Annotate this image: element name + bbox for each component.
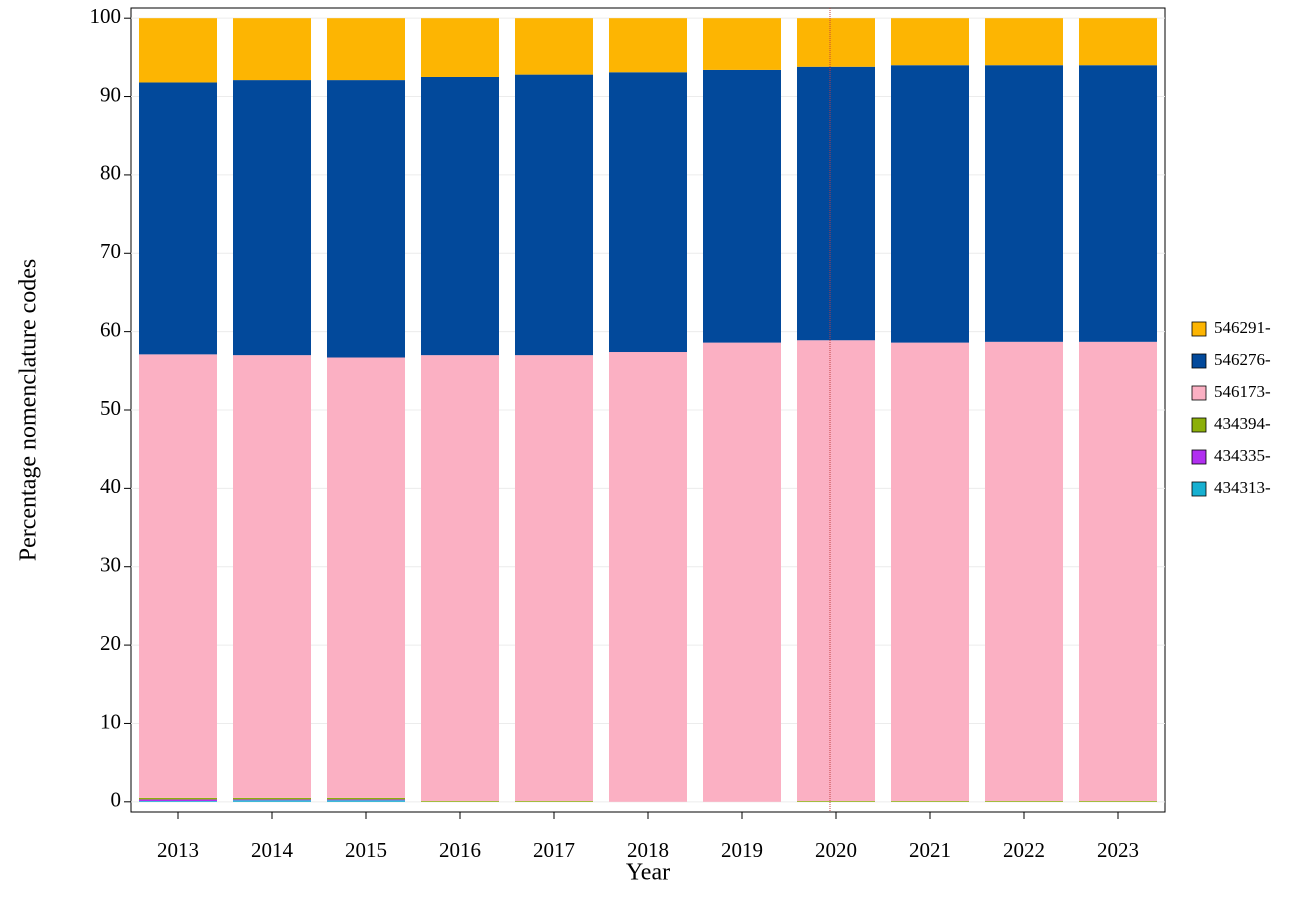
bar-segment [421,18,499,77]
x-tick-label: 2015 [345,838,387,862]
y-tick-label: 40 [100,474,121,498]
x-tick-label: 2016 [439,838,481,862]
bar-segment [515,18,593,75]
x-tick-label: 2018 [627,838,669,862]
y-tick-label: 10 [100,709,121,733]
bar-segment [233,80,311,356]
bar-segment [1079,18,1157,66]
bar-segment [985,18,1063,66]
bar-segment [233,355,311,798]
bar-segment [891,65,969,343]
bar-segment [139,354,217,798]
y-tick-label: 60 [100,317,121,341]
y-tick-label: 90 [100,82,121,106]
bar-segment [609,72,687,353]
bar-segment [1079,341,1157,802]
bar-segment [327,799,405,801]
x-tick-label: 2019 [721,838,763,862]
bar-segment [421,76,499,356]
x-tick-label: 2022 [1003,838,1045,862]
bar-segment [891,342,969,802]
bar-segment [985,801,1063,802]
bar-segment [233,18,311,81]
bar-segment [139,801,217,802]
bar-segment [985,65,1063,342]
bar-segment [233,800,311,802]
bar-segment [139,18,217,83]
bar-segment [703,69,781,343]
bar-segment [797,801,875,802]
bar-segment [139,799,217,802]
legend-swatch [1191,353,1207,369]
legend-swatch [1191,385,1207,401]
y-tick-label: 50 [100,396,121,420]
bar-segment [985,341,1063,802]
bar-segment [233,799,311,801]
y-tick-label: 70 [100,239,121,263]
legend-label: 434335- [1214,446,1271,465]
x-tick-label: 2017 [533,838,575,862]
bar-segment [1079,801,1157,802]
bar-segment [515,74,593,356]
bar-segment [421,355,499,802]
bar-segment [891,18,969,66]
legend-swatch [1191,481,1207,497]
bar-segment [609,18,687,73]
x-tick-label: 2013 [157,838,199,862]
y-tick-label: 0 [111,788,122,812]
bar-segment [327,357,405,798]
legend-swatch [1191,321,1207,337]
y-tick-label: 80 [100,161,121,185]
bar-segment [797,66,875,341]
x-tick-label: 2021 [909,838,951,862]
x-axis-title: Year [626,860,670,886]
y-tick-label: 20 [100,631,121,655]
x-tick-label: 2014 [251,838,294,862]
bar-segment [515,801,593,802]
bar-segment [233,797,311,800]
legend-swatch [1191,449,1207,465]
bar-segment [797,340,875,802]
bar-segment [327,797,405,800]
bar-segment [703,18,781,70]
x-tick-label: 2023 [1097,838,1139,862]
legend-label: 546276- [1214,350,1271,369]
bar-segment [891,801,969,802]
legend-swatch [1191,417,1207,433]
bar-segment [327,800,405,802]
y-tick-label: 30 [100,553,121,577]
bar-segment [327,18,405,81]
bar-segment [421,801,499,802]
bar-segment [139,797,217,800]
bar-segment [703,342,781,802]
plot-layer [131,17,1165,803]
legend-label: 434394- [1214,414,1271,433]
y-tick-label: 100 [90,4,122,28]
legend-label: 434313- [1214,478,1271,497]
bar-segment [515,355,593,802]
bar-segment [797,18,875,67]
legend-label: 546173- [1214,382,1271,401]
y-axis-title: Percentage nomenclature codes [16,259,42,562]
bar-segment [1079,65,1157,342]
x-tick-label: 2020 [815,838,857,862]
bar-segment [139,82,217,355]
bar-segment [327,80,405,358]
bar-segment [609,352,687,802]
legend-label: 546291- [1214,318,1271,337]
